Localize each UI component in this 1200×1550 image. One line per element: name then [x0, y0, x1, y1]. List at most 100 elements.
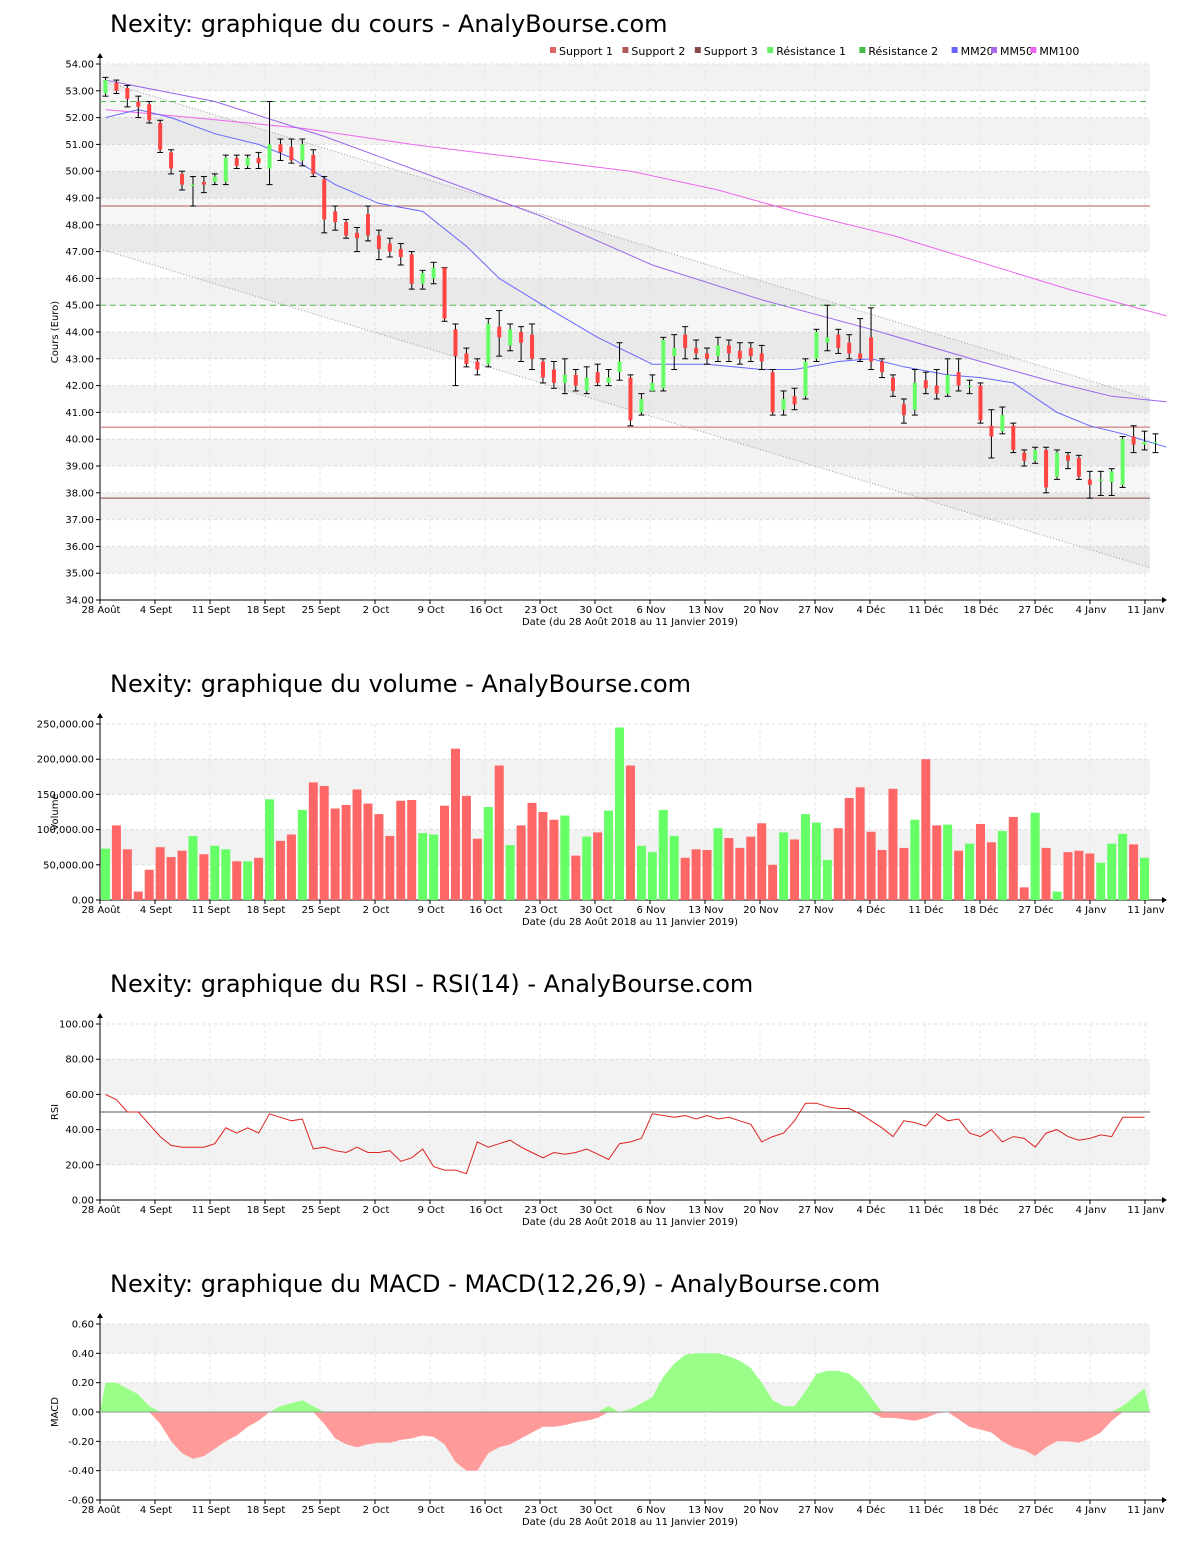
- legend-item: Support 1: [550, 45, 613, 58]
- volume-y-tick-label: 0.00: [72, 896, 94, 907]
- volume-bar: [855, 787, 865, 900]
- candle-body: [737, 350, 742, 359]
- candle: [539, 358, 546, 384]
- volume-bar: [757, 823, 767, 900]
- candle: [299, 138, 306, 167]
- rsi-x-tick-label: 4 Janv: [1076, 1205, 1107, 1216]
- volume-bar: [746, 836, 756, 900]
- volume-bar: [385, 835, 395, 900]
- price-x-tick-label: 11 Déc: [908, 604, 943, 616]
- rsi-x-tick-label: 27 Déc: [1018, 1204, 1053, 1216]
- macd-y-tick-label: -0.20: [68, 1437, 94, 1448]
- macd-x-tick-label: 9 Oct: [418, 1505, 445, 1516]
- volume-bar: [549, 819, 559, 900]
- candle-body: [376, 235, 381, 249]
- volume-x-tick-label: 9 Oct: [418, 905, 445, 916]
- rsi-y-tick-label: 80.00: [65, 1055, 94, 1066]
- volume-bar: [932, 825, 942, 900]
- candle: [911, 369, 918, 416]
- candle: [354, 226, 361, 253]
- candle: [846, 334, 853, 360]
- candle-body: [978, 385, 983, 421]
- legend-swatch: [859, 47, 866, 53]
- rsi-x-tick-label: 16 Oct: [469, 1205, 502, 1216]
- macd-x-axis-title: Date (du 28 Août 2018 au 11 Janvier 2019…: [522, 1516, 738, 1528]
- candle-body: [803, 361, 808, 397]
- candle: [889, 374, 896, 397]
- candle: [802, 358, 809, 400]
- candle-body: [683, 334, 688, 349]
- price-y-tick-label: 41.00: [65, 408, 94, 419]
- legend-label: Support 3: [704, 45, 758, 58]
- price-y-tick-label: 52.00: [65, 113, 94, 124]
- candle-body: [464, 353, 469, 365]
- volume-bar: [1063, 852, 1073, 900]
- price-grid-band: [100, 224, 1150, 252]
- candle-body: [672, 348, 677, 357]
- candle: [594, 363, 601, 387]
- volume-bar: [571, 855, 581, 900]
- rsi-y-tick-label: 100.00: [59, 1020, 94, 1031]
- candle: [375, 229, 382, 261]
- volume-bar: [779, 832, 789, 900]
- volume-bar: [538, 812, 548, 900]
- volume-bar: [1129, 844, 1139, 900]
- legend-item: Support 3: [694, 45, 758, 58]
- volume-y-tick-label: 100,000.00: [37, 825, 94, 836]
- candle-body: [847, 342, 852, 354]
- macd-x-tick-label: 11 Sept: [192, 1505, 231, 1516]
- rsi-grid-band: [100, 1129, 1150, 1165]
- candle: [430, 261, 437, 285]
- candle-body: [792, 396, 797, 405]
- volume-bar: [221, 849, 231, 900]
- rsi-x-tick-label: 13 Nov: [688, 1205, 724, 1216]
- legend-label: Résistance 2: [868, 45, 938, 58]
- price-x-tick-label: 25 Sept: [302, 605, 341, 616]
- candle-body: [1022, 452, 1027, 461]
- candle-body: [1131, 436, 1136, 445]
- candle-body: [912, 382, 917, 410]
- candle: [933, 369, 940, 400]
- rsi-chart: 0.00 20.00 40.00 60.00 80.00 100.00 28 Août 4 S…: [50, 1013, 1167, 1228]
- rsi-chart-title: Nexity: graphique du RSI - RSI(14) - Ana…: [110, 970, 754, 998]
- volume-chart-title: Nexity: graphique du volume - AnalyBours…: [110, 670, 692, 698]
- candle-body: [475, 361, 480, 370]
- candle: [124, 84, 131, 108]
- volume-bar: [636, 845, 646, 900]
- candle-body: [781, 399, 786, 410]
- volume-y-axis-arrow: [97, 713, 103, 718]
- volume-bar: [472, 838, 482, 900]
- candle: [1097, 470, 1104, 496]
- legend-swatch: [767, 47, 774, 53]
- candle: [966, 379, 973, 395]
- candle-body: [355, 232, 360, 239]
- volume-bar: [232, 861, 242, 900]
- volume-bar: [822, 859, 832, 900]
- macd-y-tick-label: 0.40: [72, 1349, 94, 1360]
- volume-x-tick-label: 16 Oct: [469, 905, 502, 916]
- price-y-tick-label: 36.00: [65, 542, 94, 553]
- rsi-x-tick-label: 23 Oct: [524, 1205, 557, 1216]
- legend-label: Support 1: [559, 45, 613, 58]
- candle-body: [814, 332, 819, 359]
- volume-bar: [188, 835, 198, 900]
- volume-y-axis-title: Volume: [50, 793, 61, 830]
- candle-body: [858, 353, 863, 359]
- volume-bar: [625, 765, 635, 900]
- mm50-line: [105, 79, 1167, 403]
- volume-bar: [691, 849, 701, 900]
- volume-bar: [461, 795, 471, 900]
- candle-body: [1044, 449, 1049, 488]
- macd-y-tick-label: -0.60: [68, 1496, 94, 1507]
- candle-body: [1055, 452, 1060, 477]
- volume-bar: [877, 850, 887, 900]
- candle-body: [333, 211, 338, 223]
- candle-body: [158, 122, 163, 150]
- price-grid-band: [100, 385, 1150, 413]
- price-y-tick-label: 39.00: [65, 462, 94, 473]
- candle: [1108, 468, 1115, 496]
- price-y-tick-label: 51.00: [65, 140, 94, 151]
- volume-x-tick-label: 18 Sept: [247, 905, 286, 916]
- candle: [638, 393, 645, 416]
- candle: [211, 173, 218, 186]
